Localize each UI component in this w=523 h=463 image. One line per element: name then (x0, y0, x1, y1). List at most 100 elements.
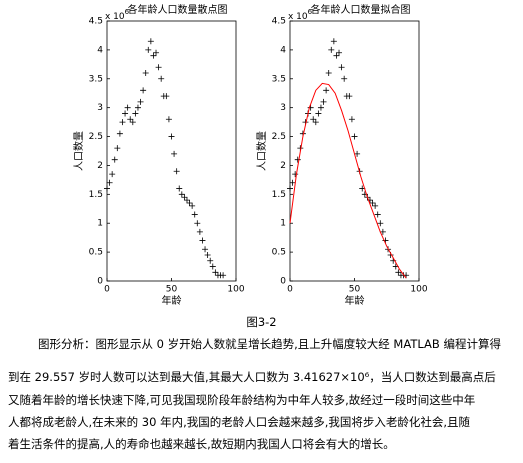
y-tick-label: 4 (97, 45, 103, 55)
data-point (119, 119, 126, 126)
data-point (168, 133, 175, 140)
data-point (163, 93, 170, 100)
plot-box (106, 20, 237, 282)
data-point (194, 220, 201, 227)
data-point (312, 119, 319, 126)
data-point (142, 70, 149, 76)
data-point (150, 52, 157, 59)
y-tick-label: 3 (280, 103, 286, 113)
data-point (289, 179, 296, 186)
data-point (186, 200, 193, 206)
y-tick-label: 1.5 (89, 190, 103, 200)
data-point (325, 70, 332, 76)
y-tick-label: 0 (97, 277, 103, 287)
data-point (341, 75, 348, 82)
y-tick-label: 2 (97, 161, 103, 171)
data-point (181, 194, 188, 201)
data-point (140, 87, 147, 94)
data-point (122, 110, 129, 117)
data-point (171, 150, 178, 157)
y-axis-label: 人口数量 (72, 131, 85, 171)
data-point (104, 185, 110, 192)
data-point (346, 93, 353, 100)
data-point (196, 228, 203, 235)
data-point (338, 64, 345, 71)
x-tick-label: 50 (166, 285, 178, 295)
data-point (379, 228, 386, 235)
data-point (124, 104, 131, 111)
data-point (292, 171, 299, 178)
data-point (287, 185, 293, 192)
chart-title: 各年龄人口数量拟合图 (311, 3, 411, 16)
data-point (202, 246, 209, 253)
data-point (106, 179, 113, 186)
data-point (328, 46, 335, 53)
data-point (199, 237, 206, 244)
data-point (372, 202, 379, 209)
plot-box (289, 20, 420, 282)
data-point (330, 38, 337, 45)
data-point (155, 64, 162, 71)
y-tick-label: 2.5 (272, 132, 286, 142)
data-point (132, 110, 139, 117)
x-tick-label: 100 (410, 285, 427, 295)
y-tick-label: 4.5 (89, 17, 103, 27)
data-point (153, 49, 160, 56)
paragraph-line: 人都将成老龄人,在未来的 30 年内,我国的老龄人口会越来越多,我国将步入老龄化… (8, 415, 471, 429)
y-tick-label: 1 (97, 219, 103, 229)
data-point (348, 116, 355, 123)
data-point (127, 116, 134, 123)
data-point (134, 104, 141, 111)
data-point (176, 185, 183, 192)
y-tick-label: 0 (280, 277, 286, 287)
data-point (374, 211, 381, 218)
data-point (158, 75, 165, 82)
data-point (320, 98, 327, 105)
y-tick-label: 4 (280, 45, 286, 55)
data-point (351, 133, 358, 140)
data-point (377, 220, 384, 227)
data-point (209, 263, 216, 270)
data-point (189, 202, 196, 209)
x-tick-label: 100 (227, 285, 244, 295)
y-tick-label: 1 (280, 219, 286, 229)
exponent-power: 6 (125, 8, 130, 16)
exponent-base: x 10 (288, 12, 308, 22)
x-tick-label: 0 (287, 285, 293, 295)
y-tick-label: 2 (280, 161, 286, 171)
data-point (220, 272, 227, 279)
y-tick-label: 0.5 (272, 248, 286, 258)
data-point (310, 116, 317, 123)
data-point (114, 145, 121, 152)
data-point (212, 269, 219, 276)
data-point (369, 200, 376, 206)
x-axis-label: 年龄 (162, 294, 182, 307)
data-point (323, 87, 330, 94)
data-point (116, 130, 123, 137)
paragraph-line: 到在 29.557 岁时人数可以达到最大值,其最大人口数为 3.41627×10… (8, 370, 496, 384)
data-point (111, 156, 118, 163)
data-point (145, 46, 152, 53)
data-point (147, 38, 154, 45)
data-point (307, 104, 314, 111)
data-point (333, 52, 340, 59)
data-point (173, 168, 180, 175)
x-tick-label: 0 (104, 285, 110, 295)
exponent-base: x 10 (105, 12, 125, 22)
exponent-power: 6 (308, 8, 313, 16)
data-point (129, 119, 136, 126)
y-tick-label: 3.5 (272, 74, 286, 84)
y-tick-label: 2.5 (89, 132, 103, 142)
data-point (204, 252, 211, 258)
paragraph-line: 着生活条件的提高,人的寿命也越来越长,故短期内我国人口将会有大的增长。 (8, 437, 395, 451)
data-point (294, 156, 301, 163)
data-point (317, 104, 324, 111)
data-point (354, 150, 361, 157)
fit-curve (289, 82, 407, 279)
x-tick-label: 50 (349, 285, 361, 295)
data-point (315, 110, 322, 117)
data-point (178, 191, 185, 198)
y-tick-label: 3 (97, 103, 103, 113)
